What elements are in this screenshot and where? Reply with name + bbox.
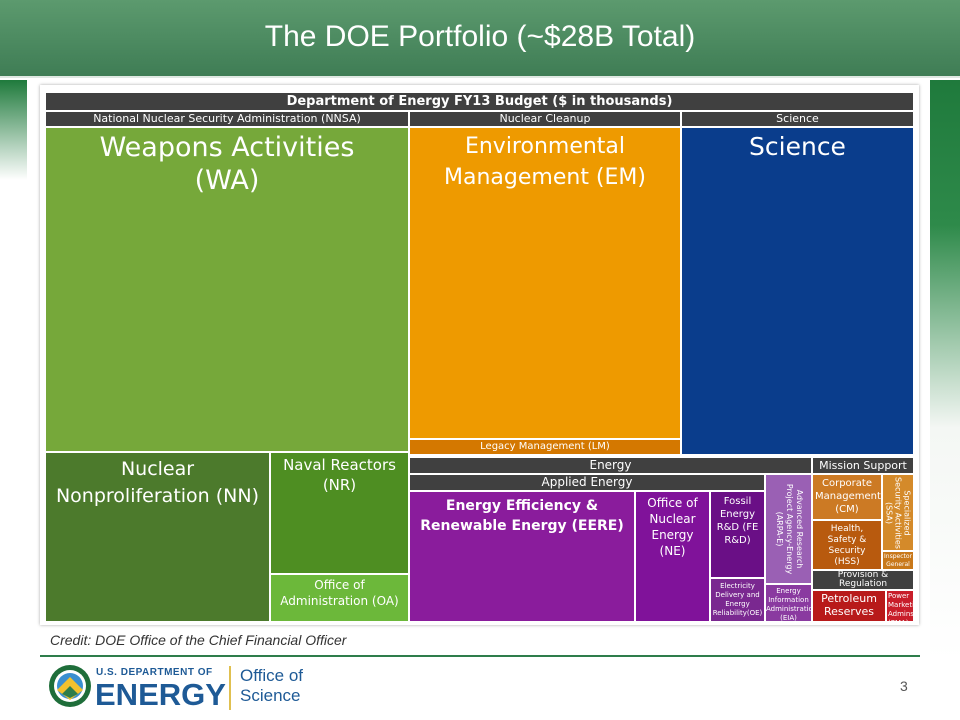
logo-agency-top: U.S. DEPARTMENT OF xyxy=(96,667,213,678)
cell-science: Science xyxy=(681,127,914,455)
group-header-nuclear-cleanup: Nuclear Cleanup xyxy=(409,111,681,127)
group-header-mission-support: Mission Support xyxy=(812,457,914,474)
treemap-figure: Department of Energy FY13 Budget ($ in t… xyxy=(40,85,919,625)
decorative-gradient-strip-left xyxy=(0,80,27,180)
cell-label-arpa: Advanced Research Project Agency-Energy … xyxy=(774,483,804,575)
slide-header: The DOE Portfolio (~$28B Total) xyxy=(0,0,960,78)
logo-office: Office of Science xyxy=(240,666,303,705)
header-rule xyxy=(0,76,960,78)
cell-naval-reactors: Naval Reactors (NR) xyxy=(270,452,409,574)
cell-label-hss: Health, Safety & Security (HSS) xyxy=(827,524,867,567)
cell-office-of-administration: Office of Administration (OA) xyxy=(270,574,409,622)
page-number: 3 xyxy=(900,678,908,694)
cell-label-ig: Inspector General xyxy=(884,553,912,568)
footer-rule xyxy=(40,655,920,657)
cell-label-lm: Legacy Management (LM) xyxy=(480,441,610,452)
cell-label-em: Environmental Management (EM) xyxy=(444,134,646,190)
cell-legacy-management: Legacy Management (LM) xyxy=(409,439,681,455)
cell-specialized-security: Specialized Security Activities (SSA) xyxy=(882,474,914,551)
cell-label-wa: Weapons Activities (WA) xyxy=(99,132,355,196)
cell-corporate-management: Corporate Management (CM) xyxy=(812,474,882,520)
cell-label-ne: Office of Nuclear Energy (NE) xyxy=(647,496,698,558)
logo-divider xyxy=(229,666,231,710)
group-header-energy: Energy xyxy=(409,457,812,474)
cell-label-nr: Naval Reactors (NR) xyxy=(283,456,396,494)
cell-nuclear-energy: Office of Nuclear Energy (NE) xyxy=(635,491,710,622)
cell-label-fe: Fossil Energy R&D (FE R&D) xyxy=(716,496,759,546)
cell-label-cm: Corporate Management (CM) xyxy=(815,478,881,515)
cell-power-marketing: Power Marketing Admins (PMA) xyxy=(886,590,914,622)
cell-nuclear-nonproliferation: Nuclear Nonproliferation (NN) xyxy=(45,452,270,622)
group-header-applied-energy: Applied Energy xyxy=(409,474,765,491)
cell-label-nn: Nuclear Nonproliferation (NN) xyxy=(55,458,260,507)
cell-arpa-e: Advanced Research Project Agency-Energy … xyxy=(765,474,812,584)
group-header-provision-regulation: Provision & Regulation xyxy=(812,570,914,590)
cell-label-eia: Energy Information Administration (EIA) xyxy=(766,587,811,622)
group-header-science: Science xyxy=(681,111,914,127)
cell-label-pr: Petroleum Reserves xyxy=(821,592,877,618)
cell-health-safety-security: Health, Safety & Security (HSS) xyxy=(812,520,882,570)
logo-agency-main: ENERGY xyxy=(95,677,226,712)
cell-label-oe: Electricity Delivery and Energy Reliabil… xyxy=(712,582,763,617)
treemap-title: Department of Energy FY13 Budget ($ in t… xyxy=(45,92,914,111)
cell-environmental-management: Environmental Management (EM) xyxy=(409,127,681,439)
cell-label-ssa: Specialized Security Activities (SSA) xyxy=(884,476,912,549)
slide-title: The DOE Portfolio (~$28B Total) xyxy=(264,20,696,53)
cell-label-sc: Science xyxy=(749,132,846,161)
doe-seal-icon xyxy=(49,665,91,707)
figure-credit: Credit: DOE Office of the Chief Financia… xyxy=(50,632,347,648)
cell-electricity-delivery: Electricity Delivery and Energy Reliabil… xyxy=(710,578,765,622)
cell-eere: Energy Efficiency & Renewable Energy (EE… xyxy=(409,491,635,622)
cell-fossil-energy: Fossil Energy R&D (FE R&D) xyxy=(710,491,765,578)
cell-label-oa: Office of Administration (OA) xyxy=(280,578,399,608)
cell-inspector-general: Inspector General xyxy=(882,551,914,570)
group-header-nnsa: National Nuclear Security Administration… xyxy=(45,111,409,127)
cell-label-eere: Energy Efficiency & Renewable Energy (EE… xyxy=(420,498,624,534)
decorative-gradient-strip xyxy=(930,80,960,660)
cell-label-pma: Power Marketing Admins (PMA) xyxy=(888,592,914,621)
cell-petroleum-reserves: Petroleum Reserves xyxy=(812,590,886,622)
cell-eia: Energy Information Administration (EIA) xyxy=(765,584,812,622)
cell-weapons-activities: Weapons Activities (WA) xyxy=(45,127,409,452)
